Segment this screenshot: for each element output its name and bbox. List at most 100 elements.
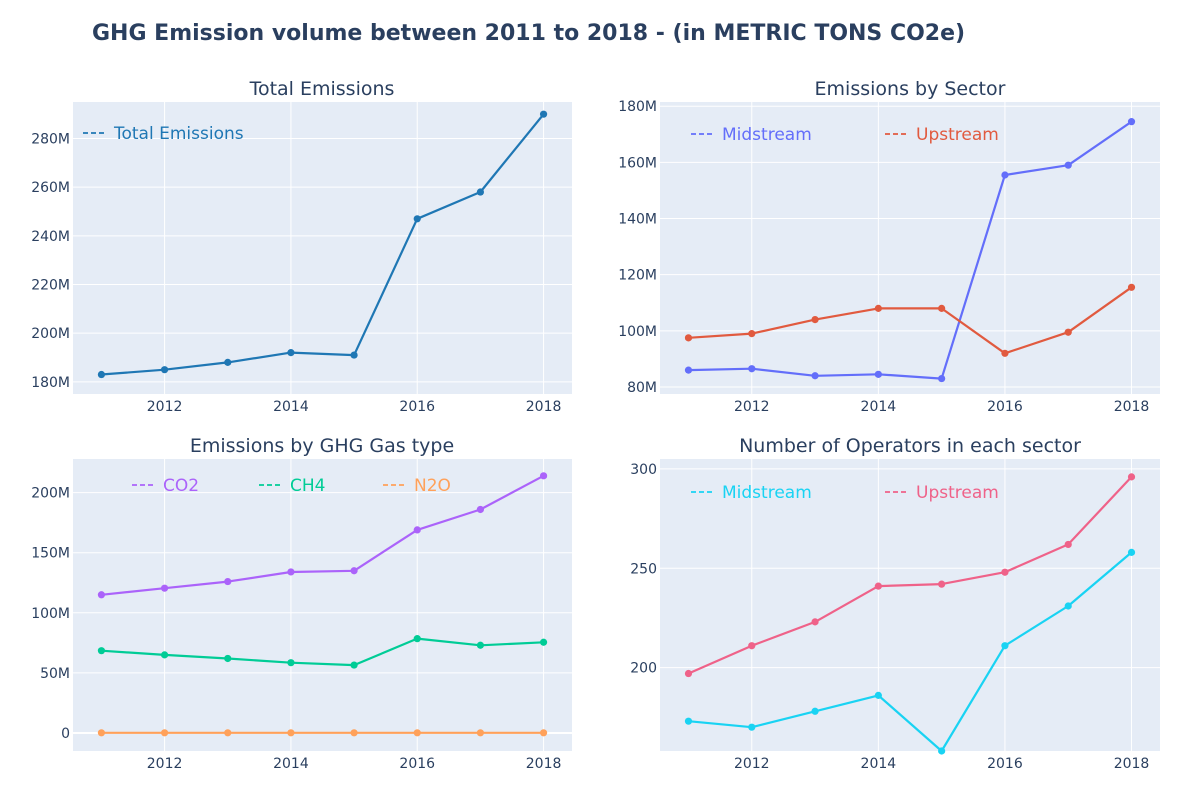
- data-point[interactable]: [684, 334, 693, 342]
- data-point[interactable]: [748, 642, 756, 650]
- data-point[interactable]: [811, 372, 819, 380]
- data-point[interactable]: [1064, 540, 1072, 549]
- data-point[interactable]: [97, 591, 106, 599]
- data-point[interactable]: [287, 729, 295, 737]
- y-tick-label: 80M: [627, 380, 657, 396]
- data-point[interactable]: [1127, 118, 1136, 126]
- data-point[interactable]: [287, 659, 295, 667]
- data-point[interactable]: [287, 349, 295, 357]
- data-point[interactable]: [874, 304, 882, 312]
- data-point[interactable]: [684, 366, 693, 374]
- data-point[interactable]: [1001, 349, 1009, 357]
- data-point[interactable]: [224, 358, 232, 366]
- legend-item-co2[interactable]: CO2: [132, 476, 199, 496]
- data-point[interactable]: [1001, 171, 1009, 179]
- data-point[interactable]: [811, 618, 819, 626]
- data-point[interactable]: [539, 110, 548, 118]
- legend-label: Midstream: [722, 483, 812, 503]
- series-midstream: [684, 118, 1136, 383]
- data-point[interactable]: [1064, 161, 1072, 169]
- data-point[interactable]: [748, 723, 756, 731]
- data-point[interactable]: [938, 304, 946, 312]
- data-point[interactable]: [476, 505, 485, 514]
- data-point[interactable]: [684, 717, 693, 725]
- legend-item-ch4[interactable]: CH4: [259, 476, 325, 496]
- data-point[interactable]: [160, 651, 169, 659]
- data-point[interactable]: [413, 635, 421, 643]
- x-tick-label: 2014: [861, 399, 897, 415]
- data-point[interactable]: [874, 370, 882, 378]
- data-point[interactable]: [160, 729, 169, 737]
- x-tick-label: 2016: [399, 756, 435, 772]
- x-tick-label: 2018: [526, 399, 562, 415]
- data-point[interactable]: [224, 654, 232, 663]
- data-point[interactable]: [1001, 642, 1009, 650]
- data-point[interactable]: [350, 567, 358, 575]
- subplot-title: Total Emissions: [249, 78, 395, 100]
- data-point[interactable]: [938, 580, 946, 588]
- data-point[interactable]: [811, 315, 819, 324]
- series-line: [101, 113, 545, 376]
- data-point[interactable]: [287, 568, 295, 576]
- data-point[interactable]: [350, 661, 358, 669]
- operators-by-sector-chart: Number of Operators in each sector 200 250…: [630, 435, 1160, 772]
- x-tick-label: 2018: [1114, 399, 1150, 415]
- data-point[interactable]: [1064, 328, 1072, 336]
- data-point[interactable]: [97, 370, 106, 379]
- data-point[interactable]: [1064, 602, 1072, 610]
- data-point[interactable]: [97, 729, 106, 737]
- data-point[interactable]: [874, 582, 882, 590]
- data-point[interactable]: [1127, 473, 1136, 481]
- data-point[interactable]: [160, 366, 169, 374]
- subplot-title: Emissions by Sector: [815, 78, 1006, 100]
- data-point[interactable]: [350, 351, 358, 359]
- y-tick-label: 100M: [31, 606, 70, 622]
- legend-item-upstream[interactable]: Upstream: [885, 483, 999, 503]
- series-n2o: [97, 729, 548, 737]
- data-point[interactable]: [539, 638, 548, 646]
- y-tick-label: 120M: [618, 268, 657, 284]
- data-point[interactable]: [476, 729, 485, 737]
- y-tick-label: 150M: [31, 546, 70, 562]
- data-point[interactable]: [684, 669, 693, 678]
- legend-item-total-emissions[interactable]: Total Emissions: [83, 124, 244, 144]
- data-point[interactable]: [874, 691, 882, 699]
- data-point[interactable]: [938, 747, 946, 755]
- series-total-emissions: [97, 110, 548, 379]
- emissions-by-gas-chart: Emissions by GHG Gas type 0 50M 100M 150M 200…: [31, 435, 572, 772]
- data-point[interactable]: [938, 374, 946, 383]
- x-tick-label: 2012: [734, 756, 770, 772]
- data-point[interactable]: [811, 707, 819, 715]
- y-tick-label: 140M: [618, 212, 657, 228]
- data-point[interactable]: [539, 472, 548, 480]
- legend-item-midstream[interactable]: Midstream: [691, 483, 812, 503]
- legend-item-midstream[interactable]: Midstream: [691, 125, 812, 145]
- data-point[interactable]: [476, 188, 485, 196]
- data-point[interactable]: [748, 330, 756, 338]
- data-point[interactable]: [1127, 548, 1136, 556]
- data-point[interactable]: [476, 641, 485, 649]
- series-midstream: [684, 548, 1136, 755]
- y-tick-label: 200: [630, 661, 657, 677]
- legend-item-upstream[interactable]: Upstream: [885, 125, 999, 145]
- data-point[interactable]: [413, 215, 421, 223]
- legend-item-n2o[interactable]: N2O: [383, 476, 451, 496]
- data-point[interactable]: [413, 526, 421, 534]
- data-point[interactable]: [97, 647, 106, 655]
- data-point[interactable]: [224, 577, 232, 586]
- series-line: [688, 120, 1133, 380]
- data-point[interactable]: [539, 729, 548, 737]
- data-point[interactable]: [160, 584, 169, 592]
- x-tick-label: 2018: [526, 756, 562, 772]
- data-point[interactable]: [1001, 568, 1009, 576]
- data-point[interactable]: [748, 365, 756, 373]
- data-point[interactable]: [1127, 283, 1136, 291]
- data-point[interactable]: [224, 729, 232, 737]
- y-tick-label: 200M: [31, 486, 70, 502]
- data-point[interactable]: [350, 729, 358, 737]
- y-tick-label: 50M: [40, 666, 70, 682]
- data-point[interactable]: [413, 729, 421, 737]
- series-line: [101, 637, 544, 667]
- x-tick-label: 2014: [273, 756, 309, 772]
